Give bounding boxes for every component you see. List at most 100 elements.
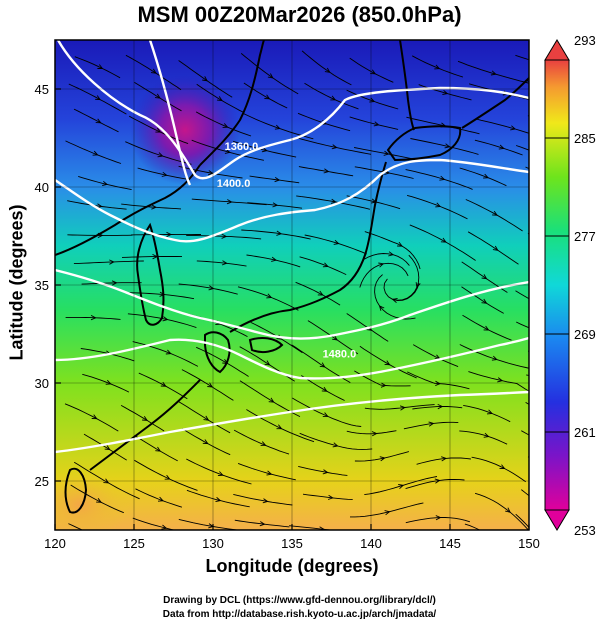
streamline-arrow xyxy=(155,446,162,452)
streamline xyxy=(247,202,303,209)
streamline-arrow xyxy=(323,168,330,174)
streamline-arrow xyxy=(92,150,99,156)
contour-label: 1360.0 xyxy=(225,141,259,153)
streamline-arrow xyxy=(322,469,329,475)
streamline-arrow xyxy=(327,494,334,500)
streamline xyxy=(132,341,199,367)
streamline xyxy=(474,492,529,530)
streamline-arrow xyxy=(319,362,326,368)
streamline-arrow xyxy=(435,202,442,208)
x-tick-label: 140 xyxy=(360,536,382,551)
colorbar-label: 277 xyxy=(574,229,596,244)
streamline xyxy=(232,140,297,158)
streamline xyxy=(178,60,233,98)
streamline xyxy=(405,517,471,524)
colorbar-top-triangle xyxy=(544,39,570,61)
x-tick-label: 130 xyxy=(202,536,224,551)
contour-1440 xyxy=(55,268,529,340)
streamline xyxy=(354,451,410,462)
streamline-arrow xyxy=(266,293,273,299)
streamline xyxy=(181,428,231,456)
streamline-arrow xyxy=(222,123,229,128)
coastline-sakhalin xyxy=(399,40,415,131)
streamline xyxy=(67,234,133,236)
streamline xyxy=(301,375,345,401)
streamline-arrow xyxy=(330,198,337,204)
streamline xyxy=(295,281,341,306)
streamline-arrow xyxy=(384,510,391,516)
streamline xyxy=(237,286,299,311)
streamline xyxy=(302,493,353,500)
streamline-arrow xyxy=(260,441,267,447)
streamline-arrow xyxy=(271,256,278,262)
streamline xyxy=(181,369,234,401)
streamline-arrow xyxy=(332,335,338,341)
streamline-arrow xyxy=(276,424,283,430)
streamline-arrow xyxy=(151,204,158,210)
axis-ticks: 120 125 130 135 140 145 150 25 30 35 40 45 xyxy=(35,40,540,551)
streamline-arrow xyxy=(97,64,104,69)
streamline xyxy=(65,140,122,164)
colorbar-bottom-triangle xyxy=(544,509,570,531)
streamline xyxy=(70,484,124,514)
streamline-arrow xyxy=(165,349,172,355)
streamline xyxy=(299,256,347,276)
streamline xyxy=(298,166,354,177)
streamline xyxy=(134,459,198,491)
streamline-arrow xyxy=(442,89,449,95)
streamline-arrow xyxy=(379,456,386,462)
cold-core xyxy=(130,75,240,185)
streamline-arrow xyxy=(435,515,442,521)
streamline xyxy=(515,145,529,151)
streamline xyxy=(67,200,127,210)
contour-label: 1400.0 xyxy=(217,178,251,190)
streamline xyxy=(468,371,529,392)
streamline-arrow xyxy=(264,94,271,100)
streamline xyxy=(459,167,507,187)
streamline-arrow xyxy=(262,498,269,504)
streamline-arrow xyxy=(208,285,215,291)
x-tick-label: 120 xyxy=(44,536,66,551)
streamline xyxy=(297,137,372,155)
coastline-russia xyxy=(199,40,265,166)
streamline-arrow xyxy=(399,405,406,411)
streamline xyxy=(403,421,459,430)
streamline xyxy=(346,89,399,110)
streamline xyxy=(476,118,529,134)
streamline-arrow xyxy=(161,524,168,530)
streamline-arrow xyxy=(483,173,490,179)
y-axis-label: Latitude (degrees) xyxy=(6,204,27,361)
streamline-arrow xyxy=(397,241,404,247)
streamline xyxy=(191,198,267,206)
colorbar-body xyxy=(544,59,570,511)
streamline xyxy=(240,53,299,95)
streamline-arrow xyxy=(370,69,377,75)
coastline-korea xyxy=(136,222,165,326)
y-tick-label: 30 xyxy=(35,376,49,391)
streamline-arrow xyxy=(333,239,340,245)
map-title: MSM 00Z20Mar2026 (850.0hPa) xyxy=(137,2,462,27)
streamline-arrow xyxy=(150,68,157,74)
streamline-arrow xyxy=(91,414,98,420)
streamline-arrow xyxy=(90,315,97,321)
x-tick-label: 145 xyxy=(439,536,461,551)
streamline-arrow xyxy=(217,471,224,477)
streamline-arrow xyxy=(155,127,162,133)
streamline-arrow xyxy=(492,210,499,216)
streamline xyxy=(515,513,529,529)
streamline-arrow xyxy=(157,496,164,502)
streamline-arrow xyxy=(264,360,271,366)
streamline-arrow xyxy=(216,96,223,102)
streamline-arrow xyxy=(398,484,405,490)
streamline-arrow xyxy=(441,456,448,462)
streamline-arrow xyxy=(486,409,493,415)
height-contours xyxy=(55,40,529,454)
streamline xyxy=(132,517,176,530)
streamline xyxy=(364,231,421,270)
colorbar-label: 293 xyxy=(574,33,596,48)
streamline xyxy=(515,290,529,300)
streamline xyxy=(457,60,529,84)
streamline xyxy=(461,286,504,314)
streamline-arrow xyxy=(226,199,233,205)
streamline-arrow xyxy=(202,76,208,82)
